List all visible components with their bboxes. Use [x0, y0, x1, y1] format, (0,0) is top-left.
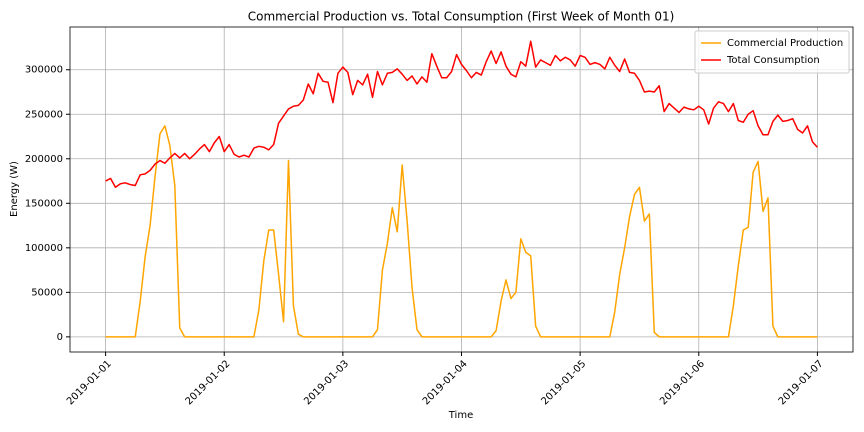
y-tick-label: 250000	[25, 109, 63, 120]
y-tick-label: 300000	[25, 65, 63, 76]
x-axis-label: Time	[448, 410, 473, 421]
series-line	[105, 125, 818, 338]
y-tick-label: 200000	[25, 154, 63, 165]
plot-frame	[69, 26, 854, 353]
legend-label: Commercial Production	[727, 38, 843, 49]
y-tick-label: 100000	[25, 243, 63, 254]
legend-box	[694, 30, 850, 74]
y-tick-label: 0	[57, 332, 63, 343]
y-tick-label: 150000	[25, 198, 63, 209]
chart-title: Commercial Production vs. Total Consumpt…	[248, 10, 675, 24]
series-line	[105, 40, 818, 189]
y-axis-label: Energy (W)	[9, 161, 20, 217]
legend-label: Total Consumption	[726, 55, 820, 66]
y-tick-label: 50000	[31, 287, 63, 298]
